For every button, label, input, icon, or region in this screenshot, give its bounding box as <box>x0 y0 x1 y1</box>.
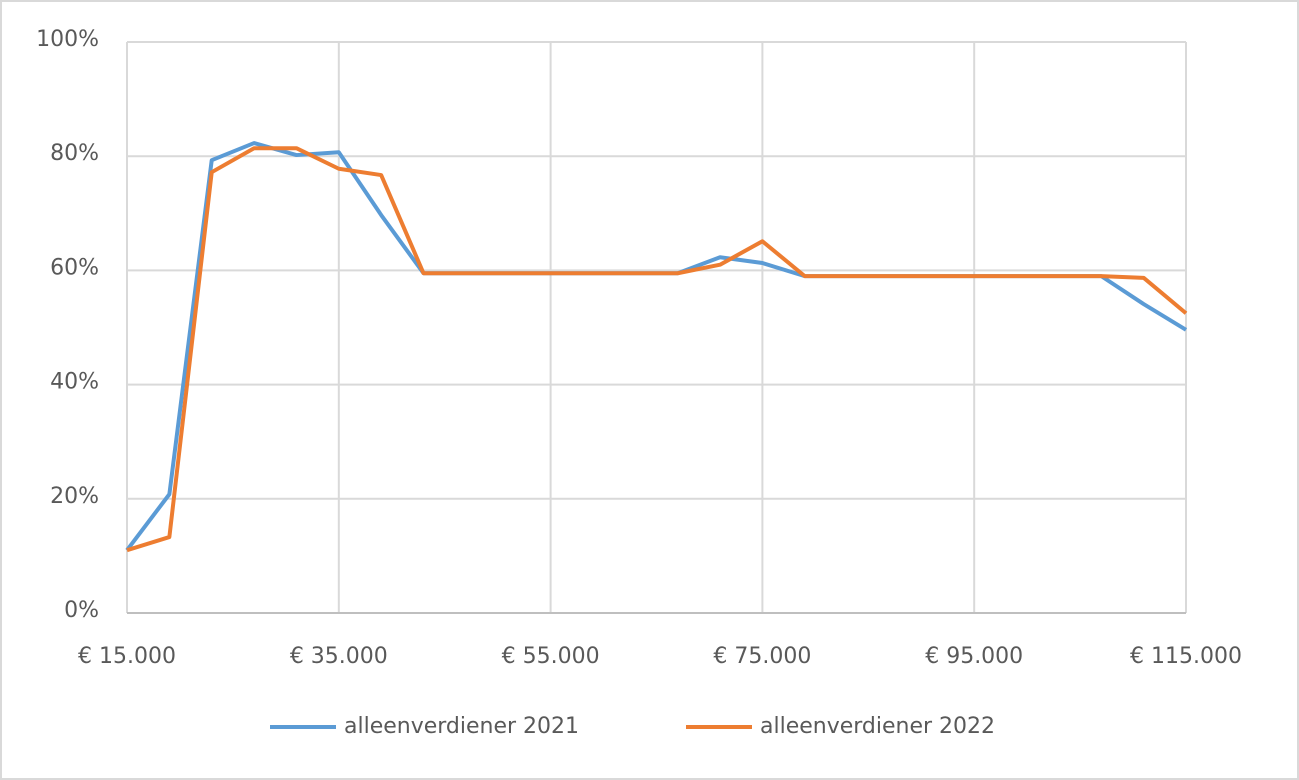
x-tick-label: € 55.000 <box>502 644 600 669</box>
y-tick-label: 100% <box>36 27 99 52</box>
x-tick-label: € 35.000 <box>290 644 388 669</box>
x-tick-label: € 75.000 <box>713 644 811 669</box>
legend-label: alleenverdiener 2022 <box>760 714 995 739</box>
x-tick-label: € 15.000 <box>78 644 176 669</box>
x-tick-label: € 95.000 <box>925 644 1023 669</box>
data-line <box>126 146 1188 553</box>
y-tick-label: 60% <box>50 255 99 280</box>
y-tick-label: 80% <box>50 141 99 166</box>
x-tick-label: € 115.000 <box>1130 644 1242 669</box>
y-tick-label: 0% <box>64 598 99 623</box>
y-tick-label: 20% <box>50 484 99 509</box>
y-tick-label: 40% <box>50 370 99 395</box>
legend-label: alleenverdiener 2021 <box>344 714 579 739</box>
